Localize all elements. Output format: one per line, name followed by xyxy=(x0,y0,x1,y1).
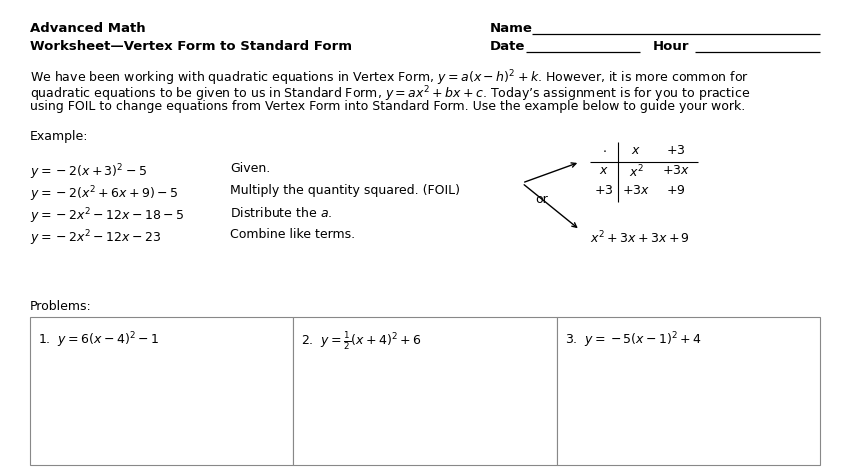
Bar xyxy=(30,317,293,465)
Text: $x$: $x$ xyxy=(631,144,641,157)
Bar xyxy=(557,317,820,465)
Text: $x^2$: $x^2$ xyxy=(628,164,643,180)
Bar xyxy=(293,317,557,465)
Text: Example:: Example: xyxy=(30,130,88,143)
Text: $+9$: $+9$ xyxy=(666,184,686,197)
Text: Multiply the quantity squared. (FOIL): Multiply the quantity squared. (FOIL) xyxy=(230,184,460,197)
Text: using FOIL to change equations from Vertex Form into Standard Form. Use the exam: using FOIL to change equations from Vert… xyxy=(30,100,745,113)
Text: $y = -2(x + 3)^2 - 5$: $y = -2(x + 3)^2 - 5$ xyxy=(30,162,147,182)
Text: or: or xyxy=(535,193,547,206)
Text: $y = -2x^2 - 12x - 18 - 5$: $y = -2x^2 - 12x - 18 - 5$ xyxy=(30,206,184,226)
Text: 3.  $y = -5(x - 1)^2 + 4$: 3. $y = -5(x - 1)^2 + 4$ xyxy=(564,330,701,349)
Text: $+3$: $+3$ xyxy=(594,184,614,197)
Text: quadratic equations to be given to us in Standard Form, $y = ax^2 + bx + c$. Tod: quadratic equations to be given to us in… xyxy=(30,84,751,104)
Text: Given.: Given. xyxy=(230,162,270,175)
Text: $+3$: $+3$ xyxy=(666,144,686,157)
Text: $\cdot$: $\cdot$ xyxy=(602,144,606,157)
Text: We have been working with quadratic equations in Vertex Form, $y = a(x - h)^2 + : We have been working with quadratic equa… xyxy=(30,68,749,88)
Text: $x$: $x$ xyxy=(599,164,609,177)
Text: Combine like terms.: Combine like terms. xyxy=(230,228,355,241)
Text: $y = -2(x^2 + 6x + 9) - 5$: $y = -2(x^2 + 6x + 9) - 5$ xyxy=(30,184,178,203)
Text: $+3x$: $+3x$ xyxy=(662,164,690,177)
Text: Date: Date xyxy=(490,40,525,53)
Text: $y = -2x^2 - 12x - 23$: $y = -2x^2 - 12x - 23$ xyxy=(30,228,162,248)
Text: 1.  $y = 6(x-4)^2 - 1$: 1. $y = 6(x-4)^2 - 1$ xyxy=(38,330,159,349)
Text: $+3x$: $+3x$ xyxy=(622,184,650,197)
Text: Name: Name xyxy=(490,22,533,35)
Text: $x^2 + 3x + 3x + 9$: $x^2 + 3x + 3x + 9$ xyxy=(590,230,690,247)
Text: Problems:: Problems: xyxy=(30,300,92,313)
Text: Hour: Hour xyxy=(653,40,689,53)
Text: 2.  $y = \frac{1}{2}(x + 4)^2 + 6$: 2. $y = \frac{1}{2}(x + 4)^2 + 6$ xyxy=(302,330,422,352)
Text: Advanced Math: Advanced Math xyxy=(30,22,145,35)
Text: Distribute the $a$.: Distribute the $a$. xyxy=(230,206,332,220)
Text: Worksheet—Vertex Form to Standard Form: Worksheet—Vertex Form to Standard Form xyxy=(30,40,352,53)
